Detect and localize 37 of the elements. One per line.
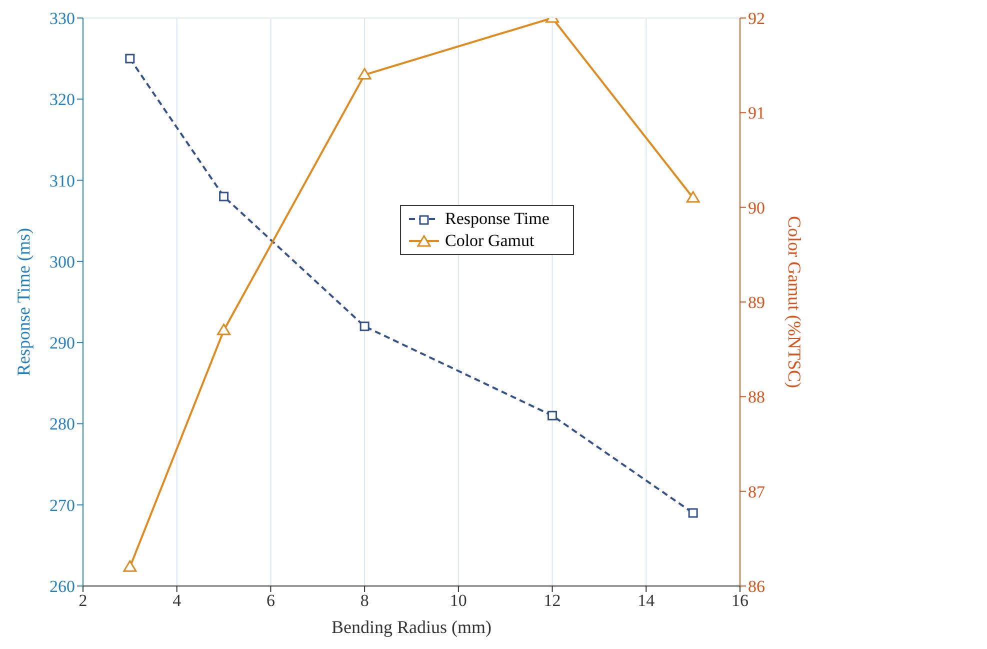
point bbox=[688, 508, 698, 518]
point bbox=[123, 560, 137, 572]
x-tick-label: 6 bbox=[266, 591, 275, 610]
y-tick-label: 260 bbox=[50, 577, 75, 596]
y-tick-label: 310 bbox=[50, 171, 75, 190]
point bbox=[548, 410, 558, 420]
point bbox=[125, 54, 135, 64]
y-tick-label: 330 bbox=[50, 9, 75, 28]
x-tick-label: 8 bbox=[360, 591, 369, 610]
y2-tick-label: 91 bbox=[748, 104, 765, 123]
x-tick-label: 14 bbox=[638, 591, 656, 610]
x-tick-label: 2 bbox=[78, 591, 88, 610]
y-tick-label: 290 bbox=[50, 334, 75, 353]
y2-tick-label: 88 bbox=[748, 388, 765, 407]
point bbox=[217, 324, 231, 336]
point bbox=[358, 68, 372, 80]
x-axis-title: Bending Radius (mm) bbox=[332, 617, 492, 637]
y2-tick-label: 87 bbox=[748, 482, 766, 502]
point bbox=[360, 322, 370, 332]
y2-tick-label: 90 bbox=[748, 198, 765, 218]
x-tick-label: 4 bbox=[172, 591, 182, 610]
y2-tick-label: 89 bbox=[748, 293, 765, 312]
x-tick-label: 16 bbox=[732, 591, 748, 610]
y-tick-label: 270 bbox=[50, 496, 75, 515]
x-tick-label: 10 bbox=[450, 591, 467, 610]
point bbox=[219, 192, 229, 202]
legend-label: Response Time bbox=[445, 208, 550, 228]
point bbox=[686, 191, 700, 203]
y2-tick-label: 92 bbox=[748, 9, 765, 28]
y-tick-label: 280 bbox=[50, 414, 75, 434]
y-axis-title: Response Time (ms) bbox=[13, 228, 34, 376]
y2-tick-label: 86 bbox=[748, 577, 765, 596]
y-tick-label: 300 bbox=[50, 252, 75, 272]
x-tick-label: 12 bbox=[544, 591, 561, 610]
y-tick-label: 320 bbox=[50, 90, 75, 110]
legend-label: Color Gamut bbox=[445, 230, 534, 250]
y2-axis-title: Color Gamut (%NTSC) bbox=[784, 216, 805, 388]
